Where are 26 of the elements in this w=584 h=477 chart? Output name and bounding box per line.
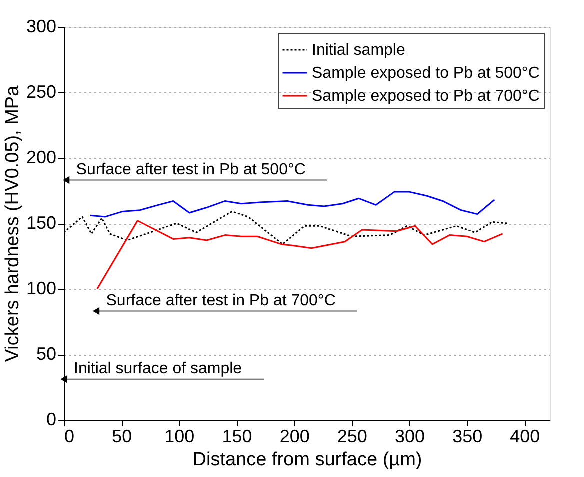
x-tick-label: 400 [510, 426, 540, 446]
y-tick-label: 300 [26, 16, 56, 36]
y-axis-title: Vickers hardness (HV0.05), MPa [2, 85, 24, 362]
x-tick-label: 100 [164, 426, 195, 446]
y-tick-label: 0 [46, 410, 56, 430]
x-tick-label: 0 [64, 426, 75, 446]
line-series [90, 191, 496, 218]
y-tick-label: 150 [26, 213, 56, 233]
x-tick-label: 250 [337, 426, 368, 446]
x-tick-label: 150 [222, 426, 252, 446]
x-tick-label: 50 [112, 426, 132, 446]
legend-label: Initial sample [312, 42, 406, 59]
y-tick-label: 200 [26, 148, 56, 168]
x-axis-title: Distance from surface (µm) [192, 450, 422, 470]
x-tick-label: 350 [452, 426, 483, 446]
annotation: Initial surface of sample [74, 360, 242, 378]
y-tick-label: 100 [26, 278, 56, 298]
legend-label: Sample exposed to Pb at 500°C [312, 65, 540, 82]
x-tick-label: 300 [394, 426, 426, 446]
x-tick-label: 200 [280, 426, 310, 446]
annotation: Surface after test in Pb at 700°C [106, 292, 336, 310]
legend-label: Sample exposed to Pb at 700°C [312, 88, 540, 105]
y-tick-label: 250 [26, 82, 56, 102]
line-series [96, 220, 504, 290]
annotation: Surface after test in Pb at 500°C [76, 161, 306, 178]
y-tick-label: 50 [36, 344, 56, 364]
